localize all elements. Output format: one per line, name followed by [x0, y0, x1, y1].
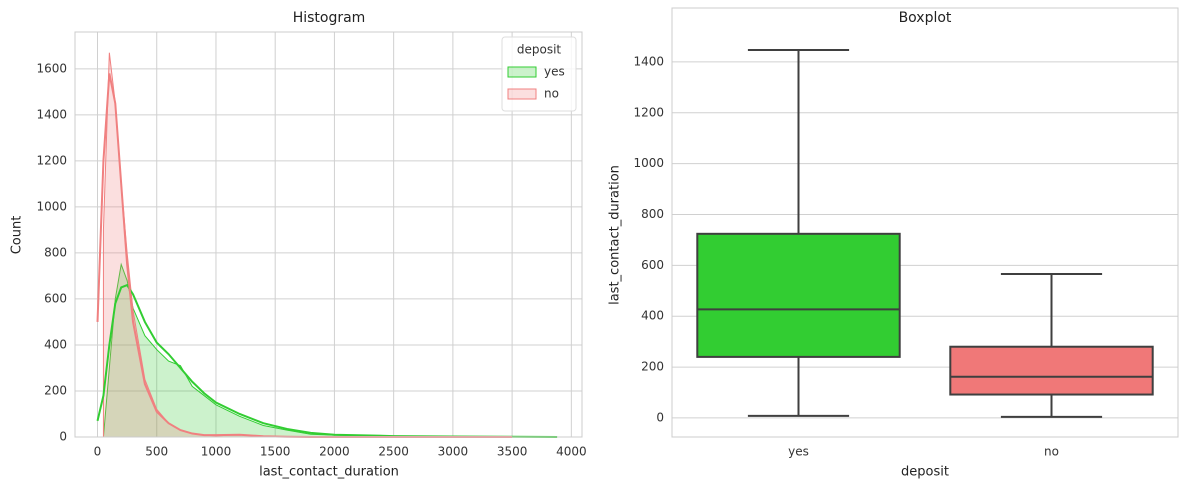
- x-tick-label: 500: [145, 445, 168, 459]
- x-tick-label: 4000: [556, 445, 587, 459]
- y-axis-label: Count: [10, 216, 25, 255]
- y-tick-label: 400: [44, 337, 67, 351]
- y-tick-label: 1400: [633, 54, 664, 68]
- y-tick-label: 1000: [633, 156, 664, 170]
- x-tick-label: 2500: [378, 445, 409, 459]
- box: [696, 232, 901, 358]
- x-tick-label: no: [1044, 445, 1059, 459]
- x-axis-label: last_contact_duration: [259, 465, 399, 480]
- x-tick-label: 1000: [201, 445, 232, 459]
- y-axis-label: last_contact_duration: [608, 165, 623, 305]
- x-tick-label: 2000: [319, 445, 350, 459]
- y-tick-label: 400: [641, 309, 664, 323]
- axes-frame: [74, 31, 583, 438]
- x-axis-label: deposit: [901, 465, 949, 480]
- y-tick-label: 1400: [36, 107, 67, 121]
- legend-swatch: [507, 66, 537, 78]
- x-tick-label: 0: [94, 445, 102, 459]
- y-tick-label: 200: [44, 383, 67, 397]
- y-tick-label: 1600: [36, 61, 67, 75]
- x-tick-label: 3000: [438, 445, 469, 459]
- x-tick-label: 1500: [260, 445, 291, 459]
- y-tick-label: 600: [44, 291, 67, 305]
- x-tick-label: yes: [788, 445, 809, 459]
- y-tick-label: 1200: [633, 105, 664, 119]
- legend-box: [501, 36, 577, 112]
- y-tick-label: 800: [641, 207, 664, 221]
- legend-title: deposit: [517, 43, 562, 57]
- y-tick-label: 1200: [36, 153, 67, 167]
- kde-line: [96, 283, 558, 438]
- axes-frame: [671, 7, 1179, 438]
- y-tick-label: 0: [656, 410, 664, 424]
- y-tick-label: 1000: [36, 199, 67, 213]
- y-tick-label: 0: [59, 430, 67, 444]
- x-tick-label: 3500: [497, 445, 528, 459]
- chart-title: Histogram: [293, 10, 366, 26]
- box: [949, 345, 1154, 396]
- y-tick-label: 200: [641, 360, 664, 374]
- chart-title: Boxplot: [899, 10, 952, 26]
- legend-swatch: [507, 88, 537, 100]
- legend-label: yes: [544, 65, 565, 79]
- y-tick-label: 800: [44, 245, 67, 259]
- y-tick-label: 600: [641, 258, 664, 272]
- legend-label: no: [544, 87, 559, 101]
